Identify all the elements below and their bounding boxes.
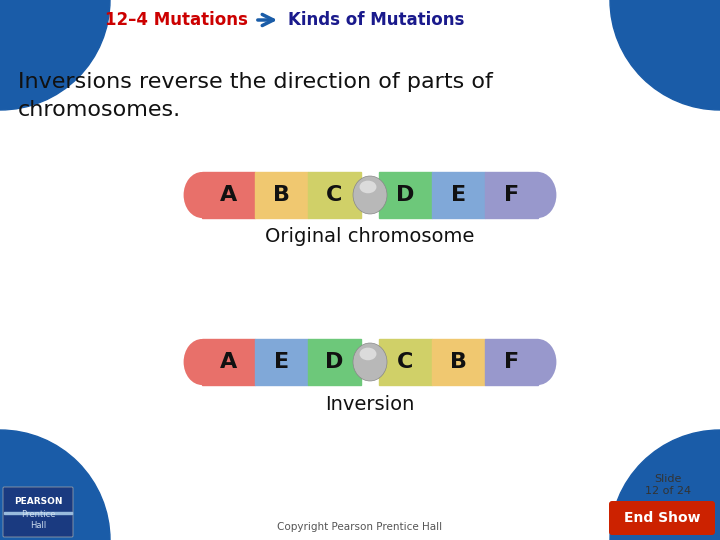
Text: A: A — [220, 185, 237, 205]
Ellipse shape — [353, 176, 387, 214]
Text: C: C — [326, 185, 343, 205]
Bar — [4, 512, 72, 514]
Ellipse shape — [520, 172, 557, 218]
Ellipse shape — [359, 348, 377, 360]
Wedge shape — [0, 430, 110, 540]
Text: E: E — [451, 185, 466, 205]
Bar — [308, 172, 361, 218]
Text: Prentice
Hall: Prentice Hall — [21, 510, 55, 530]
Text: End Show: End Show — [624, 511, 701, 525]
Bar — [485, 172, 538, 218]
Text: D: D — [396, 185, 415, 205]
Bar — [308, 339, 361, 385]
Text: C: C — [397, 352, 414, 372]
FancyBboxPatch shape — [3, 487, 73, 537]
Text: Inversion: Inversion — [325, 395, 415, 414]
FancyBboxPatch shape — [609, 501, 715, 535]
Ellipse shape — [184, 172, 220, 218]
Bar — [379, 339, 432, 385]
Bar — [255, 339, 308, 385]
Text: Copyright Pearson Prentice Hall: Copyright Pearson Prentice Hall — [277, 522, 443, 532]
Text: A: A — [220, 352, 237, 372]
Wedge shape — [610, 430, 720, 540]
Bar — [202, 339, 255, 385]
Text: E: E — [274, 352, 289, 372]
Text: F: F — [504, 185, 519, 205]
Text: B: B — [450, 352, 467, 372]
Text: B: B — [273, 185, 290, 205]
Bar — [432, 339, 485, 385]
Text: Kinds of Mutations: Kinds of Mutations — [288, 11, 464, 29]
Text: Inversions reverse the direction of parts of
chromosomes.: Inversions reverse the direction of part… — [18, 72, 493, 120]
Bar — [485, 339, 538, 385]
Ellipse shape — [184, 339, 220, 385]
Bar — [255, 172, 308, 218]
Ellipse shape — [520, 339, 557, 385]
Wedge shape — [0, 0, 110, 110]
Text: PEARSON: PEARSON — [14, 496, 62, 505]
Text: Slide
12 of 24: Slide 12 of 24 — [645, 474, 691, 496]
Bar — [379, 172, 432, 218]
Ellipse shape — [353, 343, 387, 381]
Bar — [202, 172, 255, 218]
Text: F: F — [504, 352, 519, 372]
Bar — [432, 172, 485, 218]
Text: Original chromosome: Original chromosome — [265, 227, 474, 246]
Text: 12–4 Mutations: 12–4 Mutations — [105, 11, 248, 29]
Ellipse shape — [359, 180, 377, 193]
Wedge shape — [610, 0, 720, 110]
Text: D: D — [325, 352, 343, 372]
